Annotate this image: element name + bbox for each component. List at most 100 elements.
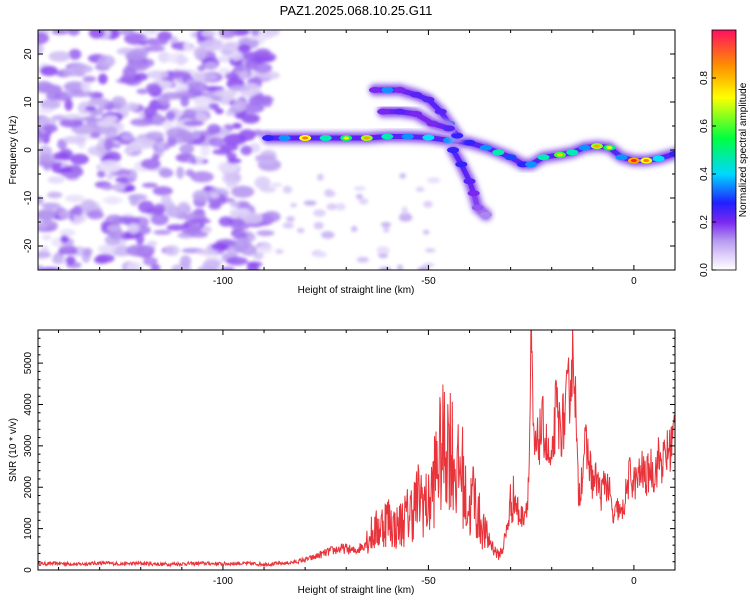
noise-blob [193, 46, 207, 60]
ridge-point [410, 111, 423, 117]
ridge-peak [606, 146, 613, 150]
noise-blob [65, 255, 76, 266]
noise-blob [247, 34, 271, 41]
noise-blob [282, 222, 294, 229]
noise-blob [202, 86, 225, 92]
noise-blob [213, 89, 238, 98]
noise-blob [215, 108, 224, 115]
noise-blob [225, 256, 248, 266]
noise-blob [190, 171, 214, 183]
noise-blob [88, 97, 110, 106]
y-tick-label: -20 [23, 238, 34, 253]
noise-blob [321, 231, 335, 239]
noise-blob [261, 95, 273, 108]
noise-blob [202, 259, 221, 270]
noise-blob [136, 88, 149, 95]
noise-blob [46, 191, 63, 199]
y-tick-label: 4000 [23, 393, 34, 416]
noise-blob [256, 230, 275, 237]
noise-blob [200, 144, 211, 157]
noise-blob [43, 162, 52, 171]
noise-blob [38, 251, 52, 259]
noise-blob [296, 228, 305, 233]
ridge-point [525, 161, 538, 168]
noise-blob [153, 229, 172, 235]
y-tick-label: 2000 [23, 476, 34, 499]
ridge-point [467, 190, 480, 197]
noise-blob [252, 55, 274, 62]
noise-blob [396, 264, 404, 270]
noise-blob [103, 115, 118, 122]
noise-blob [218, 30, 237, 39]
noise-blob [244, 215, 263, 225]
ridge-point [492, 149, 505, 156]
noise-blob [229, 200, 240, 208]
noise-blob [326, 203, 338, 210]
x-tick-label: -50 [421, 576, 436, 587]
ridge-point [278, 135, 291, 141]
ridge-point [434, 108, 447, 115]
noise-blob [81, 199, 97, 211]
noise-blob [210, 193, 220, 199]
noise-blob [350, 225, 358, 232]
noise-blob [39, 266, 62, 270]
noise-blob [240, 145, 253, 156]
spectrogram-x-axis-label: Height of straight line (km) [298, 285, 415, 296]
noise-blob [159, 80, 172, 89]
x-tick-label: 0 [631, 276, 637, 287]
noise-blob [65, 194, 85, 203]
noise-blob [125, 50, 148, 62]
noise-blob [53, 151, 70, 160]
spectrogram-noise-blobs [38, 30, 441, 270]
noise-blob [38, 208, 57, 221]
noise-blob [92, 108, 104, 116]
noise-blob [270, 182, 282, 187]
noise-blob [221, 49, 233, 55]
noise-blob [313, 209, 326, 217]
noise-blob [64, 98, 73, 111]
noise-blob [72, 205, 84, 216]
colorbar-gradient [711, 29, 737, 271]
noise-blob [188, 223, 200, 233]
noise-blob [177, 201, 190, 212]
noise-blob [152, 113, 163, 126]
noise-blob [335, 202, 346, 211]
noise-blob [82, 75, 97, 83]
snr-y-ticks: 0 1000 2000 3000 4000 5000 [23, 329, 675, 573]
noise-blob [58, 244, 77, 255]
noise-blob [90, 132, 101, 139]
ridge-peak [343, 136, 350, 140]
snr-x-axis-label: Height of straight line (km) [298, 585, 415, 596]
noise-blob [176, 166, 185, 179]
noise-blob [383, 227, 390, 233]
ridge-peak [593, 144, 600, 148]
colorbar: 0.0 0.2 0.4 0.6 0.8 Normalized spectral ampl… [699, 29, 749, 277]
noise-blob [98, 159, 122, 173]
noise-blob [38, 43, 44, 55]
x-tick-label: 0 [631, 576, 637, 587]
noise-blob [62, 70, 85, 77]
noise-blob [124, 148, 134, 155]
colorbar-ticks: 0.0 0.2 0.4 0.6 0.8 [699, 71, 716, 277]
noise-blob [191, 96, 213, 104]
x-tick-label: -50 [421, 276, 436, 287]
ridge-point [537, 154, 550, 161]
noise-blob [220, 266, 235, 270]
noise-blob [158, 168, 174, 178]
noise-blob [378, 252, 389, 259]
noise-blob [231, 185, 255, 198]
noise-blob [126, 261, 143, 270]
noise-blob [152, 186, 173, 196]
noise-blob [400, 212, 411, 218]
snr-background [38, 330, 675, 570]
noise-blob [164, 244, 180, 257]
noise-blob [143, 45, 166, 52]
noise-blob [195, 248, 219, 256]
ridge-peak [556, 153, 563, 157]
noise-blob [38, 196, 44, 205]
noise-blob [52, 254, 64, 264]
noise-blob [150, 263, 161, 270]
colorbar-label: Normalized spectral amplitude [738, 82, 749, 217]
noise-blob [102, 196, 124, 204]
